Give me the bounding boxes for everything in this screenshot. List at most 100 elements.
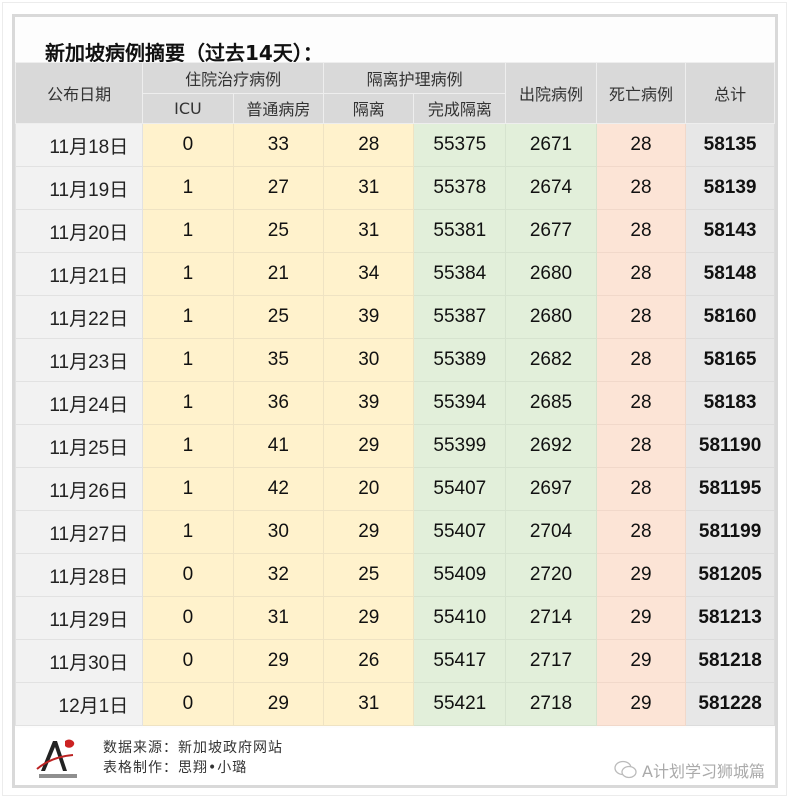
cell-general-ward: 32 [232, 553, 325, 597]
cell-completed-isolation: 55409 [413, 553, 507, 597]
cell-icu: 1 [142, 252, 234, 296]
cell-discharged: 2680 [505, 295, 597, 339]
header-general-ward: 普通病房 [232, 92, 325, 124]
cell-total: 58143 [685, 209, 775, 253]
cell-date: 11月29日 [14, 596, 144, 640]
watermark: A计划学习狮城篇 [614, 758, 765, 782]
cell-completed-isolation: 55421 [413, 682, 507, 726]
cell-deaths: 28 [595, 467, 687, 511]
cell-isolation: 31 [323, 682, 415, 726]
header-date: 公布日期 [14, 62, 144, 124]
cell-total: 581213 [685, 596, 775, 640]
cell-date: 11月19日 [14, 166, 144, 210]
cell-general-ward: 30 [232, 510, 325, 554]
cell-isolation: 29 [323, 424, 415, 468]
cell-completed-isolation: 55394 [413, 381, 507, 425]
cell-completed-isolation: 55399 [413, 424, 507, 468]
table-row: 11月28日 0 32 25 55409 2720 29 581205 [14, 553, 775, 597]
cell-completed-isolation: 55407 [413, 510, 507, 554]
cell-icu: 1 [142, 209, 234, 253]
cell-completed-isolation: 55381 [413, 209, 507, 253]
cell-completed-isolation: 55378 [413, 166, 507, 210]
credits: 数据来源：新加坡政府网站 表格制作：思翔•小璐 [103, 738, 283, 778]
cell-total: 581218 [685, 639, 775, 683]
cell-icu: 0 [142, 123, 234, 167]
cell-discharged: 2680 [505, 252, 597, 296]
table-row: 11月23日 1 35 30 55389 2682 28 58165 [14, 338, 775, 382]
cell-general-ward: 31 [232, 596, 325, 640]
cell-deaths: 28 [595, 252, 687, 296]
cell-completed-isolation: 55384 [413, 252, 507, 296]
cell-isolation: 39 [323, 381, 415, 425]
table-row: 11月18日 0 33 28 55375 2671 28 58135 [14, 123, 775, 167]
watermark-text: A计划学习狮城篇 [642, 762, 765, 781]
cell-isolation: 20 [323, 467, 415, 511]
table-row: 12月1日 0 29 31 55421 2718 29 581228 [14, 682, 775, 726]
cell-general-ward: 25 [232, 209, 325, 253]
cell-deaths: 29 [595, 682, 687, 726]
cell-date: 11月25日 [14, 424, 144, 468]
cell-isolation: 29 [323, 596, 415, 640]
logo-a-icon [36, 739, 77, 778]
cell-icu: 0 [142, 639, 234, 683]
cell-deaths: 29 [595, 639, 687, 683]
cell-isolation: 34 [323, 252, 415, 296]
cell-deaths: 28 [595, 209, 687, 253]
cell-completed-isolation: 55410 [413, 596, 507, 640]
cell-completed-isolation: 55417 [413, 639, 507, 683]
table-row: 11月30日 0 29 26 55417 2717 29 581218 [14, 639, 775, 683]
cell-deaths: 29 [595, 553, 687, 597]
cell-icu: 0 [142, 553, 234, 597]
cell-total: 58148 [685, 252, 775, 296]
cell-date: 11月18日 [14, 123, 144, 167]
cell-total: 58165 [685, 338, 775, 382]
cell-general-ward: 36 [232, 381, 325, 425]
cell-total: 581199 [685, 510, 775, 554]
header-total: 总计 [685, 62, 775, 124]
cell-total: 58139 [685, 166, 775, 210]
cell-discharged: 2697 [505, 467, 597, 511]
cell-completed-isolation: 55407 [413, 467, 507, 511]
data-source: 数据来源：新加坡政府网站 [103, 740, 283, 756]
table-row: 11月25日 1 41 29 55399 2692 28 581190 [14, 424, 775, 468]
header-hospitalised: 住院治疗病例 [142, 62, 325, 94]
cell-deaths: 29 [595, 596, 687, 640]
cell-general-ward: 42 [232, 467, 325, 511]
cell-total: 581190 [685, 424, 775, 468]
cell-date: 11月26日 [14, 467, 144, 511]
header-isolation: 隔离 [323, 92, 415, 124]
cell-discharged: 2674 [505, 166, 597, 210]
cell-discharged: 2692 [505, 424, 597, 468]
table-row: 11月19日 1 27 31 55378 2674 28 58139 [14, 166, 775, 210]
cell-isolation: 25 [323, 553, 415, 597]
header-community-care: 隔离护理病例 [323, 62, 507, 94]
cell-icu: 1 [142, 424, 234, 468]
header-completed-isolation: 完成隔离 [413, 92, 507, 124]
table-row: 11月27日 1 30 29 55407 2704 28 581199 [14, 510, 775, 554]
cell-discharged: 2685 [505, 381, 597, 425]
cell-date: 11月23日 [14, 338, 144, 382]
cell-general-ward: 25 [232, 295, 325, 339]
cell-icu: 1 [142, 510, 234, 554]
cell-isolation: 28 [323, 123, 415, 167]
cell-date: 11月22日 [14, 295, 144, 339]
cell-date: 11月30日 [14, 639, 144, 683]
cell-icu: 1 [142, 381, 234, 425]
wechat-icon [614, 760, 637, 779]
cell-date: 11月20日 [14, 209, 144, 253]
cell-discharged: 2714 [505, 596, 597, 640]
cell-discharged: 2682 [505, 338, 597, 382]
table-row: 11月21日 1 21 34 55384 2680 28 58148 [14, 252, 775, 296]
cell-isolation: 31 [323, 209, 415, 253]
table-author: 表格制作：思翔•小璐 [103, 760, 248, 776]
table-row: 11月20日 1 25 31 55381 2677 28 58143 [14, 209, 775, 253]
cell-total: 58135 [685, 123, 775, 167]
cases-table: 公布日期 住院治疗病例 隔离护理病例 出院病例 死亡病例 总计 ICU 普通病房… [14, 62, 775, 726]
cell-discharged: 2704 [505, 510, 597, 554]
cell-date: 11月27日 [14, 510, 144, 554]
cell-date: 11月21日 [14, 252, 144, 296]
cell-isolation: 29 [323, 510, 415, 554]
logo [33, 735, 87, 781]
cell-total: 581228 [685, 682, 775, 726]
